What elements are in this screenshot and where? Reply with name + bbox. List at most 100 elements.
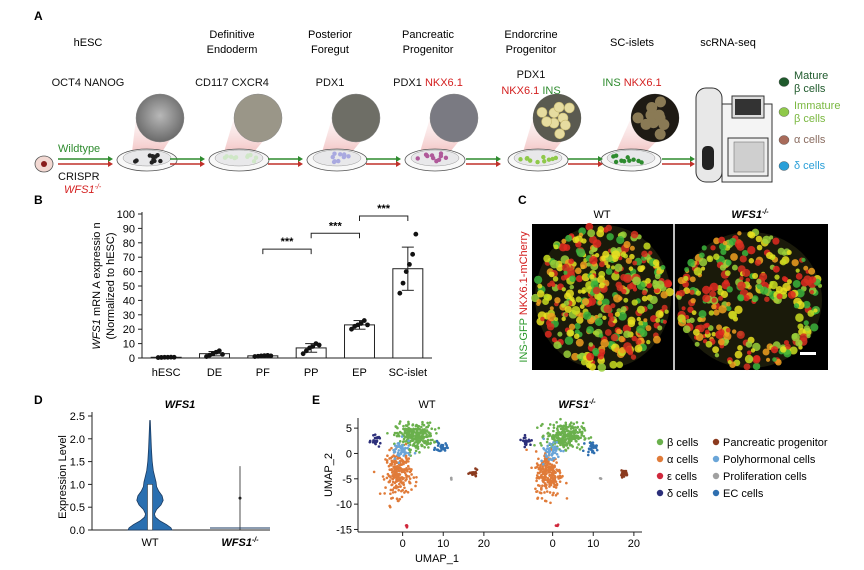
median-ko [238, 496, 242, 500]
umap-point [555, 482, 559, 486]
wfs1-expression-bar-chart: 0 10 20 30 40 50 60 70 80 90 100 WFS1 mRN A express… [91, 203, 432, 379]
fluorescent-cell [611, 250, 621, 259]
fluorescent-cell [752, 362, 761, 371]
y-tick-label: 1.5 [70, 457, 85, 469]
fluorescent-cell [723, 332, 732, 341]
legend-label: Pancreatic progenitor [723, 437, 828, 449]
y-tick-label: 0.5 [70, 502, 85, 514]
fluorescent-cell [637, 339, 642, 344]
umap-point [562, 445, 566, 449]
umap-point [393, 462, 396, 466]
fluorescent-cell [606, 264, 611, 269]
umap-point [537, 467, 541, 471]
image-edge [686, 224, 722, 230]
umap-point [432, 448, 436, 452]
umap-point [387, 464, 391, 468]
umap-point [388, 448, 391, 452]
fluorescent-cell [747, 246, 756, 255]
umap-point [567, 440, 570, 443]
fluorescent-cell [693, 267, 703, 276]
dish-cell [228, 154, 234, 160]
umap-point [390, 446, 393, 450]
data-point [413, 231, 419, 237]
umap-point [548, 483, 551, 486]
islet [646, 101, 658, 113]
umap-point [400, 431, 403, 435]
umap-point [584, 437, 587, 440]
data-point [216, 348, 222, 354]
fluorescent-cell [643, 242, 651, 250]
fluorescent-cell [752, 272, 759, 279]
fluorescent-cell [704, 322, 710, 328]
umap-point [400, 495, 404, 499]
umap-point [389, 492, 392, 496]
panel-label-e: E [312, 393, 320, 407]
fluorescent-cell [765, 357, 771, 362]
umap-point [397, 488, 401, 492]
y-tick-label: -5 [342, 474, 352, 486]
umap-point [564, 425, 568, 429]
umap-point [555, 441, 559, 444]
fluorescent-cell [549, 306, 554, 311]
fluorescent-cell [770, 346, 779, 354]
fluorescent-cell [573, 333, 580, 340]
umap-point [553, 485, 556, 488]
umap-point [555, 421, 558, 424]
fluorescent-cell [708, 310, 715, 316]
umap-point [429, 441, 433, 445]
fluorescent-cell [745, 277, 751, 283]
umap-point [533, 443, 536, 447]
umap-point [564, 438, 568, 441]
fluorescent-cell [795, 339, 803, 347]
fluorescent-cell [561, 238, 567, 244]
fluorescent-cell [620, 252, 626, 258]
fluorescent-cell [707, 325, 714, 331]
umap-point [559, 437, 562, 441]
arrow-head [396, 156, 401, 162]
umap-point [405, 458, 409, 461]
fluorescent-cell [548, 271, 555, 278]
dish-cell [332, 151, 337, 156]
islet [640, 118, 652, 130]
y-tick-label: 10 [123, 339, 135, 351]
umap-point [385, 476, 389, 480]
umap-point [435, 431, 438, 435]
fluorescent-cell [575, 275, 583, 283]
umap-point [547, 426, 550, 430]
fluorescent-cell [684, 267, 690, 272]
fluorescent-cell [574, 322, 581, 330]
fluorescent-cell [597, 352, 605, 360]
umap-point [426, 438, 430, 442]
dish-cell [613, 159, 619, 165]
umap-point [415, 476, 418, 479]
data-point [268, 353, 274, 359]
umap-point [581, 426, 585, 430]
dish-cell [625, 155, 630, 160]
umap-point [519, 438, 522, 442]
x-tick-label: 0 [550, 538, 556, 550]
umap-point [568, 432, 571, 435]
umap-point [392, 486, 396, 489]
dish-cell [251, 159, 257, 164]
y-tick-label: 30 [123, 310, 135, 322]
umap-point [554, 494, 558, 497]
stage-markers: PDX1 [316, 77, 345, 89]
umap-point [406, 464, 410, 468]
fluorescent-cell [795, 273, 803, 280]
umap-point [529, 443, 532, 446]
umap-point [564, 421, 568, 425]
stage-markers: INS NKX6.1 [602, 77, 661, 89]
fluorescent-cell [792, 279, 801, 288]
umap-point [573, 436, 576, 440]
fluorescent-cell [710, 245, 716, 251]
dish-cell [527, 158, 533, 163]
umap-point [404, 461, 408, 464]
islet-microscopy-panel: WT WFS1-/- INS-GFP NKX6.1-mCherry [518, 209, 828, 372]
fluorescent-cell [623, 241, 631, 249]
fluorescent-cell [724, 270, 731, 277]
significance-label: *** [329, 220, 343, 232]
umap-point [397, 456, 400, 460]
x-tick-label: EP [352, 367, 367, 379]
umap-point [535, 462, 539, 465]
fluorescent-cell [705, 340, 713, 348]
